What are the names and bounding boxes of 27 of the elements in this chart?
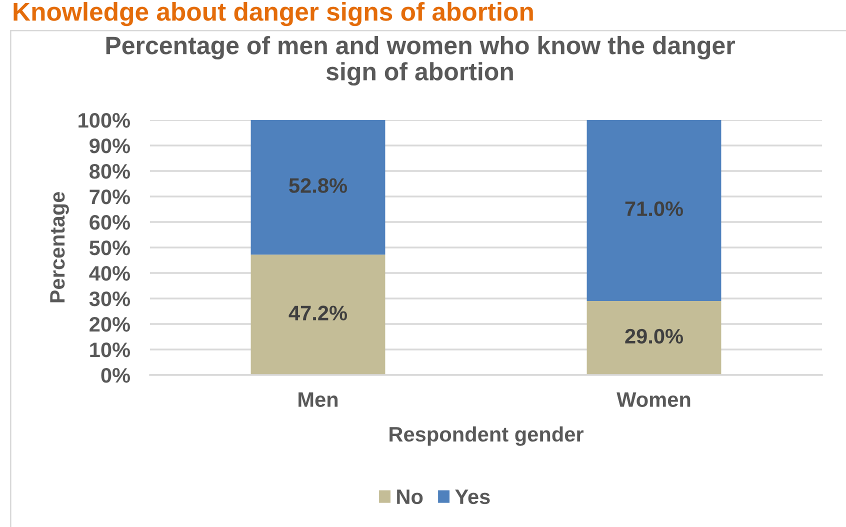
legend-label: No xyxy=(397,490,423,504)
text: Knowledge about danger signs of abortion xyxy=(14,2,533,26)
y-axis-title: Percentage xyxy=(50,192,69,302)
data-label: 52.8% xyxy=(289,178,347,193)
y-tick-label: 90% xyxy=(90,138,130,154)
bar xyxy=(586,301,722,375)
bar xyxy=(250,254,386,375)
data-label: 29.0% xyxy=(625,328,683,344)
chart-title: Percentage of men and women who know the danger sign of abortion xyxy=(106,36,735,86)
y-tick-label: 30% xyxy=(89,292,130,306)
y-tick-label: 0% xyxy=(101,368,130,383)
y-tick-label: 100% xyxy=(78,113,130,128)
y-tick-label: 60% xyxy=(90,215,130,230)
y-tick-label: 80% xyxy=(90,164,130,179)
y-tick-label: 70% xyxy=(90,190,130,204)
data-label: 71.0% xyxy=(625,201,683,216)
y-tick-label: 20% xyxy=(90,317,130,332)
bar xyxy=(250,120,386,255)
x-tick-label: Men xyxy=(298,392,338,407)
data-label: 47.2% xyxy=(288,306,347,320)
y-tick-label: 10% xyxy=(90,342,130,358)
legend-label: Yes xyxy=(455,490,490,504)
y-tick-label: 50% xyxy=(90,240,130,256)
bar xyxy=(586,120,722,302)
x-axis-title: Respondent gender xyxy=(390,426,584,446)
x-tick-label: Women xyxy=(616,392,690,407)
y-tick-label: 40% xyxy=(89,266,130,281)
